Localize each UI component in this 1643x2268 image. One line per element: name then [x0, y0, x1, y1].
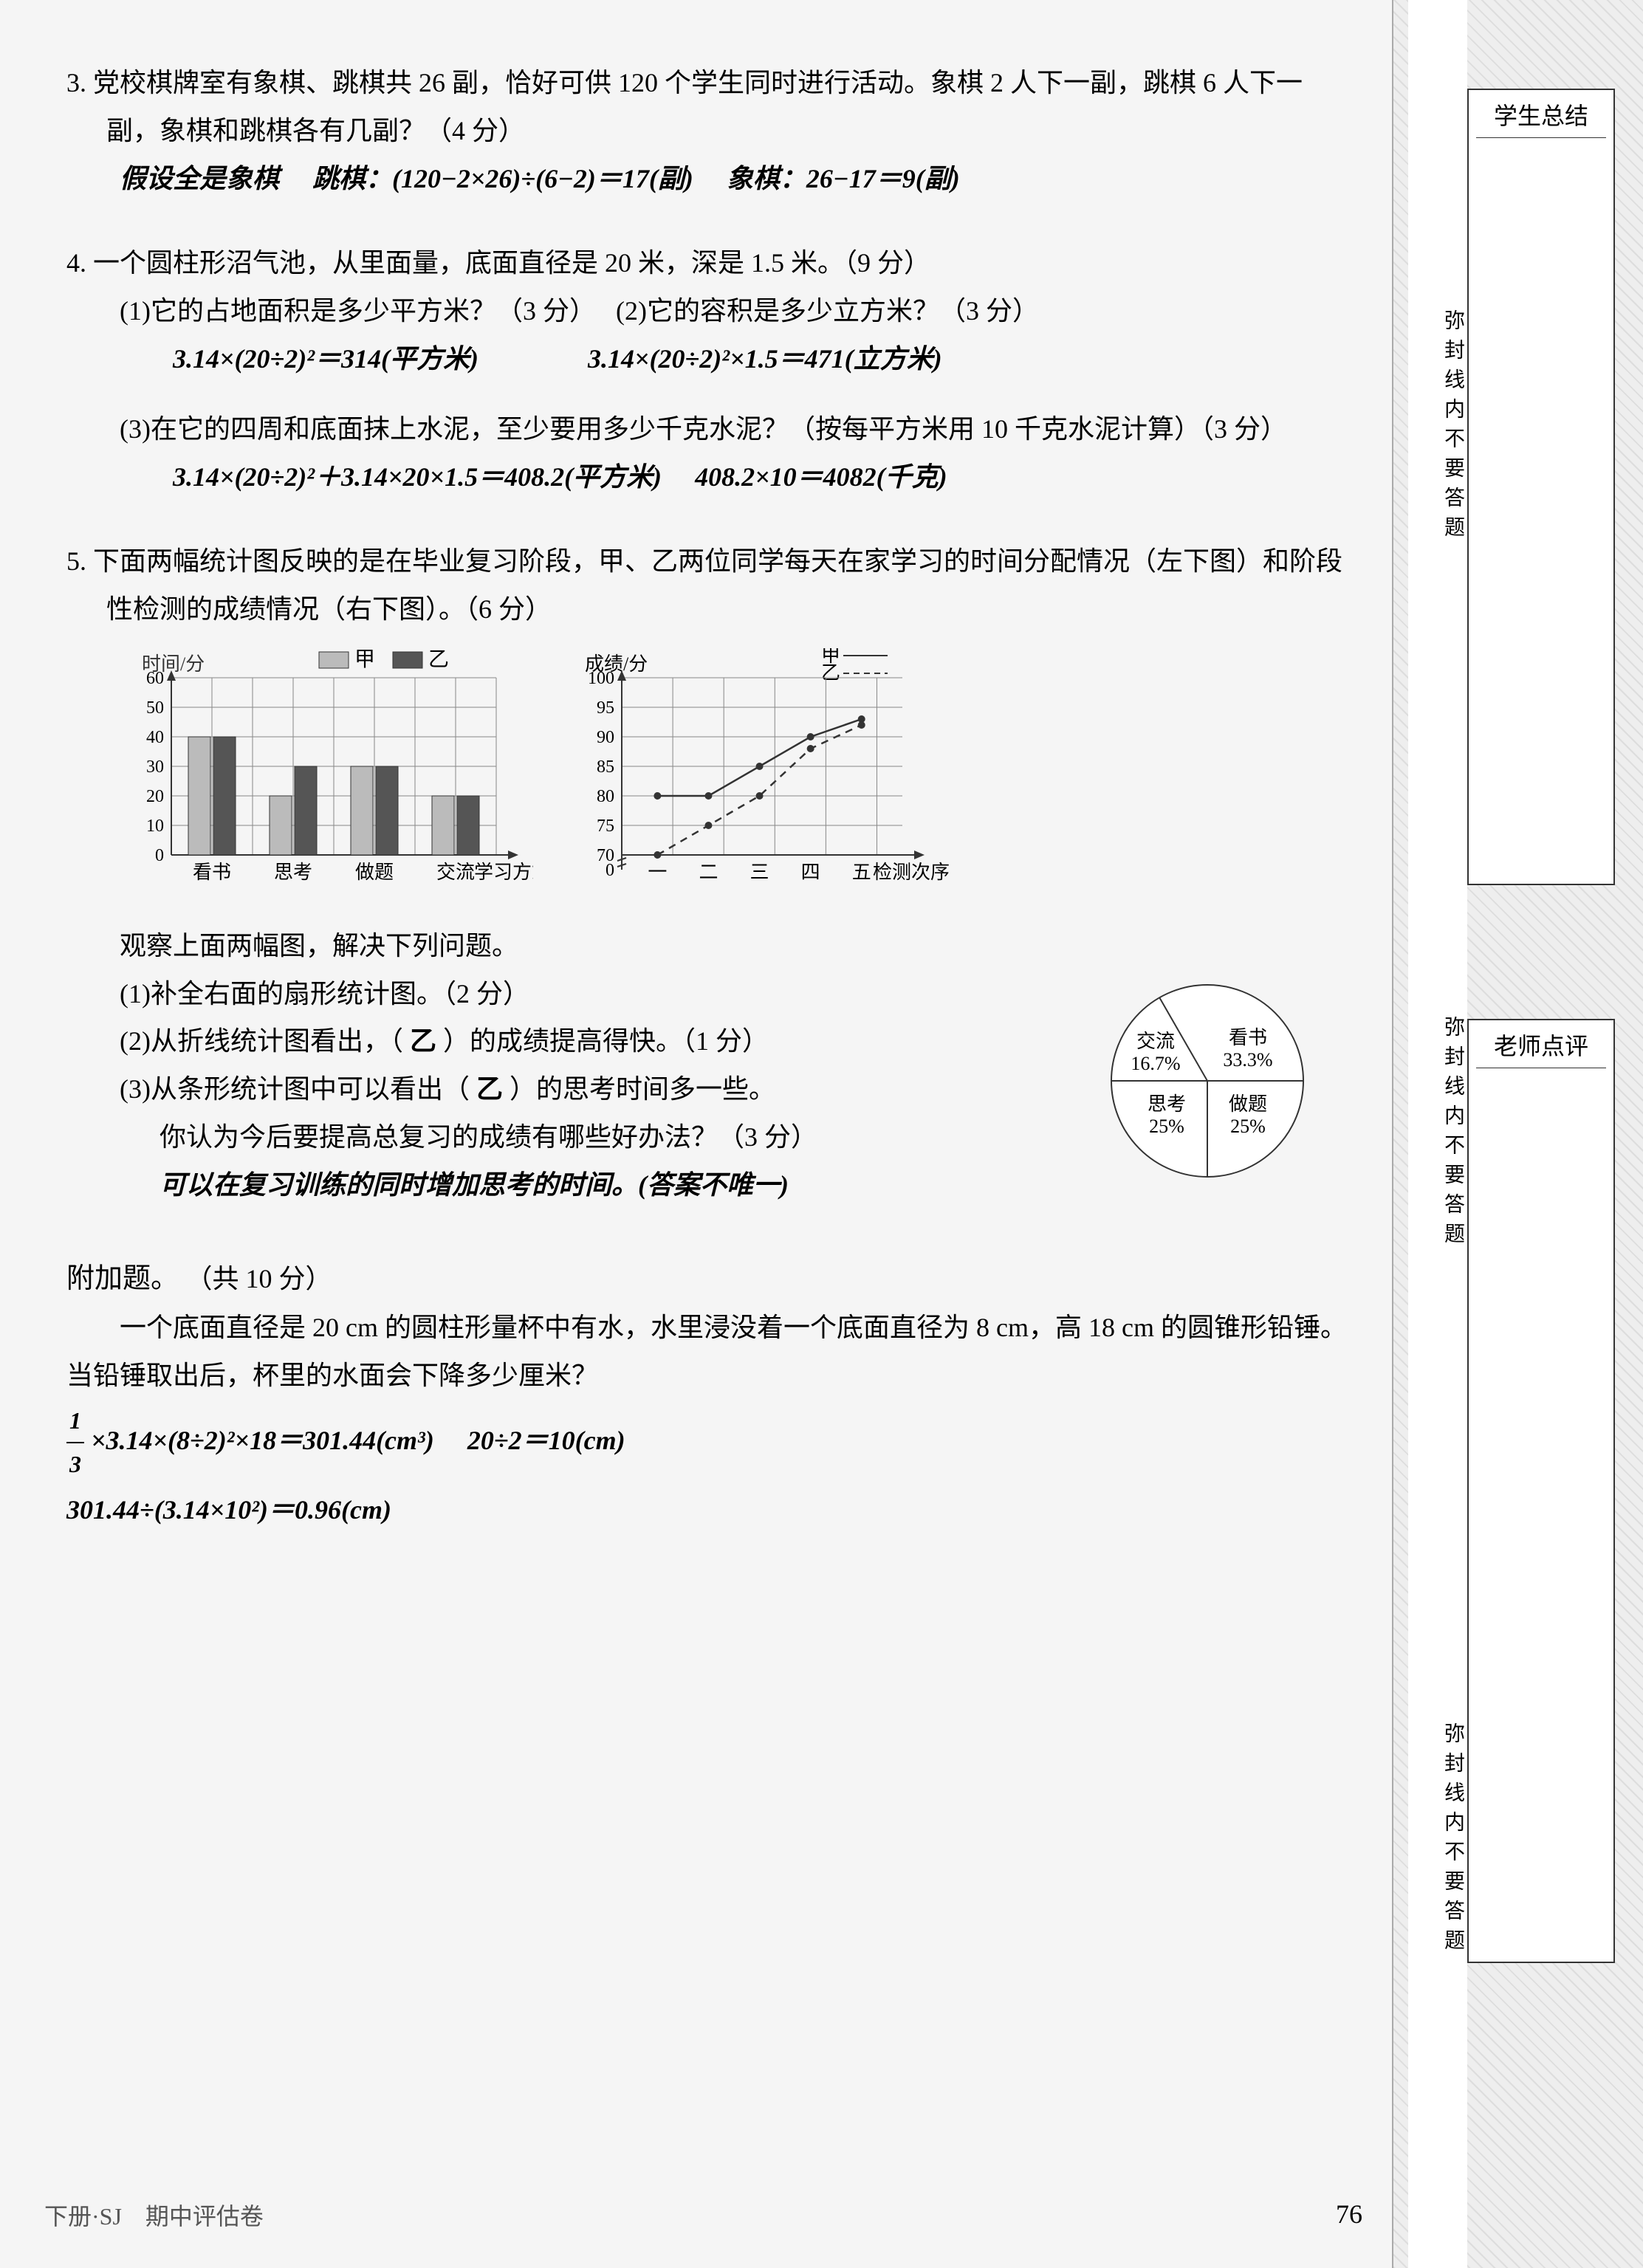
bonus-calc2: 20÷2＝10(cm) — [467, 1425, 625, 1454]
problem4-sub1: (1)它的占地面积是多少平方米？（3 分） — [120, 296, 583, 326]
bonus-problem: 附加题。 （共 10 分） 一个底面直径是 20 cm 的圆柱形量杯中有水，水里… — [66, 1254, 1348, 1534]
svg-text:10: 10 — [146, 817, 164, 836]
svg-text:二: 二 — [699, 862, 718, 883]
problem4-num: 4. — [66, 248, 86, 278]
problem5-q3-ans: 乙 — [476, 1074, 503, 1104]
bonus-text: 一个底面直径是 20 cm 的圆柱形量杯中有水，水里浸没着一个底面直径为 8 c… — [66, 1304, 1348, 1400]
student-summary-title: 学生总结 — [1476, 97, 1606, 138]
footer: 下册·SJ 期中评估卷 — [44, 2196, 264, 2238]
problem4-answer2: 3.14×(20÷2)²×1.5＝471(立方米) — [588, 344, 942, 374]
sidebar: 弥封线内不要答题 弥封线内不要答题 弥封线内不要答题 学生总结 老师点评 — [1392, 0, 1643, 2268]
svg-text:40: 40 — [146, 728, 164, 747]
problem5-q2-pre: (2)从折线统计图看出，（ — [120, 1026, 403, 1056]
svg-text:交流: 交流 — [436, 862, 475, 883]
svg-text:乙: 乙 — [428, 648, 449, 671]
problem-4: 4. 一个圆柱形沼气池，从里面量，底面直径是 20 米，深是 1.5 米。（9 … — [66, 239, 1348, 501]
problem3-answer-label: 假设全是象棋 — [120, 164, 279, 193]
svg-text:50: 50 — [146, 698, 164, 718]
svg-text:交流: 交流 — [1136, 1031, 1175, 1052]
problem5-q3-pre: (3)从条形统计图中可以看出（ — [120, 1074, 470, 1104]
svg-text:做题: 做题 — [1229, 1093, 1267, 1115]
student-summary-box: 学生总结 — [1467, 89, 1615, 885]
problem5-observe: 观察上面两幅图，解决下列问题。 — [66, 922, 1348, 970]
svg-text:60: 60 — [146, 669, 164, 688]
seal-text-1: 弥封线内不要答题 — [1408, 309, 1467, 546]
problem4-answer1: 3.14×(20÷2)²＝314(平方米) — [173, 344, 479, 374]
bonus-title: 附加题。 — [66, 1263, 179, 1294]
seal-text-2: 弥封线内不要答题 — [1408, 1016, 1467, 1252]
teacher-comment-box: 老师点评 — [1467, 1019, 1615, 1963]
problem5-q2-post: ）的成绩提高得快。（1 分） — [443, 1026, 769, 1056]
svg-text:33.3%: 33.3% — [1223, 1049, 1272, 1071]
problem5-q2-ans: 乙 — [410, 1026, 436, 1056]
line-chart: 成绩/分甲乙7075808590951000一二三四五检测次序 — [563, 648, 976, 907]
svg-text:做题: 做题 — [355, 862, 394, 883]
problem4-text: 一个圆柱形沼气池，从里面量，底面直径是 20 米，深是 1.5 米。（9 分） — [93, 248, 930, 278]
bonus-frac-den: 3 — [66, 1443, 84, 1486]
problem5-text: 下面两幅统计图反映的是在毕业复习阶段，甲、乙两位同学每天在家学习的时间分配情况（… — [93, 546, 1342, 624]
bonus-calc1: ×3.14×(8÷2)²×18＝301.44(cm³) — [91, 1425, 434, 1454]
teacher-comment-title: 老师点评 — [1476, 1028, 1606, 1068]
problem-5: 5. 下面两幅统计图反映的是在毕业复习阶段，甲、乙两位同学每天在家学习的时间分配… — [66, 537, 1348, 1209]
svg-text:四: 四 — [801, 862, 820, 883]
pie-chart: 交流16.7%看书33.3%思考25%做题25% — [1097, 970, 1318, 1207]
svg-text:思考: 思考 — [274, 862, 312, 883]
svg-text:五: 五 — [852, 862, 871, 883]
svg-text:100: 100 — [588, 669, 614, 688]
problem4-answer3b: 408.2×10＝4082(千克) — [695, 462, 947, 492]
svg-text:20: 20 — [146, 787, 164, 806]
svg-text:80: 80 — [597, 787, 614, 806]
svg-text:思考: 思考 — [1148, 1093, 1186, 1115]
page-number: 76 — [1336, 2190, 1362, 2238]
svg-text:检测次序: 检测次序 — [873, 862, 950, 883]
bonus-points: （共 10 分） — [186, 1264, 332, 1293]
seal-text-3: 弥封线内不要答题 — [1408, 1722, 1467, 1959]
svg-text:90: 90 — [597, 728, 614, 747]
problem4-answer3a: 3.14×(20÷2)²＋3.14×20×1.5＝408.2(平方米) — [173, 462, 662, 492]
svg-text:一: 一 — [648, 862, 667, 883]
svg-text:0: 0 — [606, 861, 614, 880]
problem5-q3-post: ）的思考时间多一些。 — [510, 1074, 775, 1104]
problem3-answer2: 象棋：26−17＝9(副) — [727, 164, 960, 193]
bar-chart: 时间/分甲乙0102030405060看书思考做题交流学习方式 — [120, 648, 533, 907]
problem4-sub3: (3)在它的四周和底面抹上水泥，至少要用多少千克水泥？（按每平方米用 10 千克… — [120, 414, 1287, 444]
problem3-answer1: 跳棋：(120−2×26)÷(6−2)＝17(副) — [312, 164, 693, 193]
svg-text:学习方式: 学习方式 — [474, 862, 533, 883]
svg-text:25%: 25% — [1230, 1116, 1266, 1137]
problem3-text: 党校棋牌室有象棋、跳棋共 26 副，恰好可供 120 个学生同时进行活动。象棋 … — [93, 68, 1303, 145]
problem-3: 3. 党校棋牌室有象棋、跳棋共 26 副，恰好可供 120 个学生同时进行活动。… — [66, 59, 1348, 202]
problem4-sub2: (2)它的容积是多少立方米？（3 分） — [616, 296, 1039, 326]
svg-text:看书: 看书 — [193, 862, 231, 883]
svg-text:95: 95 — [597, 698, 614, 718]
bonus-frac-num: 1 — [66, 1400, 84, 1444]
svg-text:三: 三 — [750, 862, 769, 883]
problem5-num: 5. — [66, 546, 86, 576]
svg-text:85: 85 — [597, 757, 614, 777]
svg-text:75: 75 — [597, 817, 614, 836]
main-content: 3. 党校棋牌室有象棋、跳棋共 26 副，恰好可供 120 个学生同时进行活动。… — [0, 0, 1392, 2268]
svg-text:30: 30 — [146, 757, 164, 777]
svg-text:看书: 看书 — [1229, 1027, 1267, 1048]
problem3-num: 3. — [66, 68, 86, 97]
svg-text:乙: 乙 — [821, 662, 840, 684]
svg-text:0: 0 — [155, 846, 164, 865]
svg-text:25%: 25% — [1149, 1116, 1184, 1137]
svg-text:甲: 甲 — [354, 648, 375, 671]
bonus-calc3: 301.44÷(3.14×10²)＝0.96(cm) — [66, 1486, 1348, 1534]
svg-text:16.7%: 16.7% — [1131, 1053, 1180, 1074]
